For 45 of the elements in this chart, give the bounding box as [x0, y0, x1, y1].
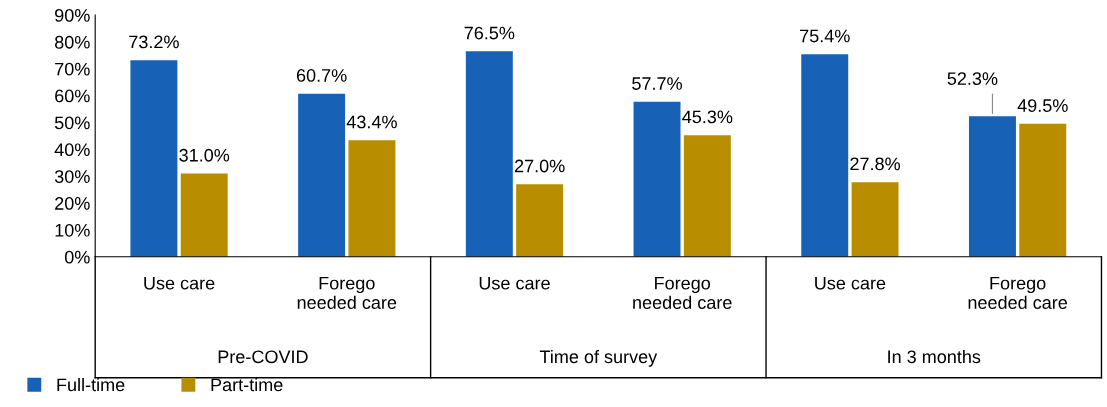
y-tick-label: 60%	[55, 89, 90, 103]
bar	[298, 93, 346, 257]
y-tick-label: 0%	[64, 250, 90, 264]
legend-label: Full-time	[57, 377, 125, 392]
y-tick-label: 40%	[54, 143, 90, 157]
y-tick-label: 10%	[55, 223, 90, 237]
y-tick-label: 90%	[55, 8, 90, 22]
bar	[683, 135, 731, 257]
data-label: 31.0%	[179, 148, 230, 162]
data-label: 52.3%	[947, 72, 998, 85]
x-tick-label: Use care	[815, 276, 886, 290]
data-label: 60.7%	[296, 69, 347, 82]
bar	[1019, 123, 1067, 257]
bar	[348, 140, 396, 257]
bar	[465, 51, 513, 257]
data-label: 76.5%	[464, 26, 515, 40]
data-label: 27.0%	[514, 159, 565, 173]
bar	[180, 173, 228, 257]
x-tick-label: Forego needed care	[968, 276, 1068, 309]
data-label: 73.2%	[129, 35, 179, 49]
text: In 3 months	[888, 349, 981, 364]
bar	[851, 182, 899, 257]
data-label: 57.7%	[632, 77, 682, 90]
legend-label: Part-time	[211, 377, 283, 392]
y-tick-label: 30%	[54, 170, 90, 183]
bar	[130, 60, 178, 257]
y-tick-label: 20%	[55, 197, 90, 210]
x-tick-label: Use care	[479, 276, 550, 290]
data-label: 45.3%	[682, 110, 733, 124]
text: Time of survey	[539, 349, 658, 367]
x-tick-label: Forego needed care	[633, 276, 732, 309]
data-label: 75.4%	[800, 29, 850, 43]
y-tick-label: 50%	[54, 116, 90, 130]
y-tick-label: 80%	[54, 35, 90, 49]
data-label: 27.8%	[850, 157, 901, 171]
x-tick-label: Use care	[144, 276, 215, 290]
y-tick-label: 70%	[55, 62, 90, 76]
bar	[801, 54, 849, 257]
bar	[968, 116, 1016, 257]
bar	[516, 184, 564, 257]
data-label: 49.5%	[1017, 99, 1068, 112]
data-label: 43.4%	[346, 115, 397, 129]
bar	[633, 101, 681, 257]
text: Pre-COVID	[218, 350, 308, 364]
x-tick-label: Forego needed care	[297, 276, 397, 309]
